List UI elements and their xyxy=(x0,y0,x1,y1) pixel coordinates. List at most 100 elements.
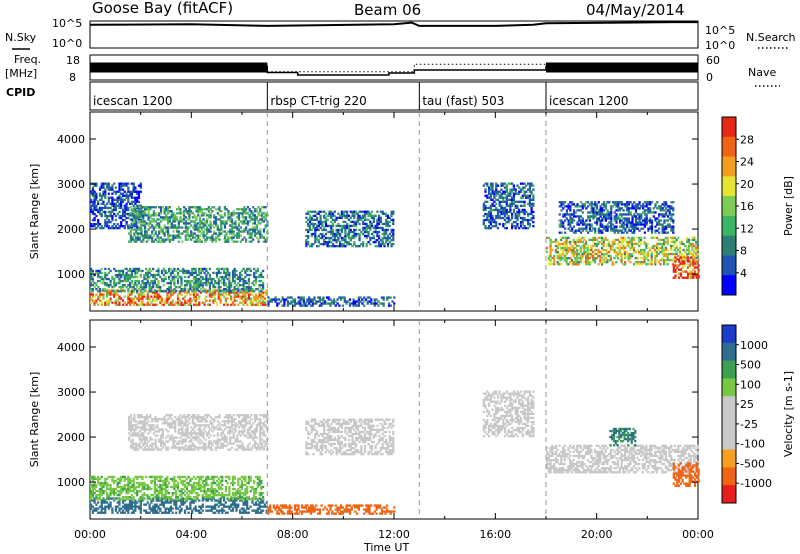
heatmap-cell xyxy=(198,240,202,243)
heatmap-cell xyxy=(219,295,222,298)
heatmap-cell xyxy=(184,238,187,241)
heatmap-cell xyxy=(387,296,391,299)
heatmap-cell xyxy=(388,236,391,240)
heatmap-cell xyxy=(97,303,100,306)
heatmap-cell xyxy=(136,234,140,237)
heatmap-cell xyxy=(620,225,623,228)
heatmap-cell xyxy=(223,220,226,223)
heatmap-cell xyxy=(207,210,210,213)
heatmap-cell xyxy=(241,212,244,215)
heatmap-cell xyxy=(98,208,102,212)
heatmap-cell xyxy=(316,228,319,232)
heatmap-cell xyxy=(638,238,641,241)
heatmap-cell xyxy=(131,236,134,239)
heatmap-cell xyxy=(622,223,625,226)
heatmap-cell xyxy=(209,224,212,227)
heatmap-cell xyxy=(283,302,286,305)
heatmap-cell xyxy=(498,210,501,214)
heatmap-cell xyxy=(317,300,320,303)
heatmap-cell xyxy=(158,222,161,225)
heatmap-cell xyxy=(569,246,572,250)
heatmap-cell xyxy=(93,301,96,304)
noise-series-line xyxy=(89,21,698,27)
heatmap-cell xyxy=(634,215,638,218)
heatmap-cell xyxy=(107,227,110,230)
heatmap-cell xyxy=(661,246,664,250)
heatmap-cell xyxy=(243,228,246,231)
heatmap-cell xyxy=(215,303,219,306)
heatmap-cell xyxy=(90,190,93,193)
heatmap-cell xyxy=(606,242,609,246)
heatmap-cell xyxy=(123,511,126,514)
heatmap-cell xyxy=(576,263,579,266)
heatmap-cell xyxy=(333,245,336,248)
heatmap-cell xyxy=(649,207,652,210)
heatmap-cell xyxy=(521,223,524,226)
heatmap-cell xyxy=(214,279,217,283)
heatmap-cell xyxy=(100,509,103,512)
heatmap-cell xyxy=(129,238,132,241)
heatmap-cell xyxy=(629,213,632,216)
heatmap-cell xyxy=(141,297,144,300)
heatmap-cell xyxy=(257,222,260,225)
heatmap-cell xyxy=(111,184,114,187)
heatmap-cell xyxy=(597,227,600,230)
heatmap-cell xyxy=(372,218,375,221)
heatmap-cell xyxy=(613,240,616,244)
heatmap-cell xyxy=(262,301,265,304)
heatmap-cell xyxy=(307,234,310,238)
heatmap-cell xyxy=(100,212,103,216)
heatmap-cell xyxy=(551,257,554,260)
heatmap-cell xyxy=(659,209,662,212)
heatmap-cell xyxy=(571,229,574,232)
heatmap-cell xyxy=(578,205,581,208)
heatmap-cell xyxy=(90,301,93,304)
heatmap-cell xyxy=(184,284,187,287)
heatmap-cell xyxy=(599,231,602,234)
heatmap-cell xyxy=(523,225,526,228)
heatmap-cell xyxy=(386,220,390,223)
heatmap-cell xyxy=(353,224,356,228)
heatmap-cell xyxy=(246,288,249,291)
heatmap-cell xyxy=(136,190,139,193)
heatmap-cell xyxy=(145,297,148,300)
heatmap-cell xyxy=(176,297,180,300)
heatmap-cell xyxy=(91,202,94,205)
heatmap-cell xyxy=(687,246,691,250)
heatmap-cell xyxy=(595,238,598,241)
noise-panel: N.Sky 10^5 10^0 10^5 10^0 N.Search xyxy=(5,17,796,52)
heatmap-cell xyxy=(386,214,390,217)
heatmap-cell xyxy=(121,212,125,216)
heatmap-cell xyxy=(159,297,162,300)
heatmap-cell xyxy=(168,297,171,300)
heatmap-cell xyxy=(369,228,372,232)
heatmap-cell xyxy=(174,216,177,219)
heatmap-cell xyxy=(652,207,655,210)
heatmap-cell xyxy=(661,215,664,218)
heatmap-cell xyxy=(585,240,588,244)
heatmap-cell xyxy=(235,273,238,277)
heatmap-cell xyxy=(139,291,142,294)
heatmap-cell xyxy=(114,190,117,193)
heatmap-cell xyxy=(134,190,137,193)
heatmap-cell xyxy=(232,210,235,213)
heatmap-cell xyxy=(123,277,126,281)
heatmap-cell xyxy=(338,296,341,299)
heatmap-cell xyxy=(564,231,567,234)
heatmap-cell xyxy=(186,238,189,241)
heatmap-cell xyxy=(107,206,110,210)
heatmap-cell xyxy=(125,223,128,226)
heatmap-cell xyxy=(666,248,669,252)
heatmap-cell xyxy=(100,208,103,212)
heatmap-cell xyxy=(187,271,190,275)
heatmap-cell xyxy=(488,190,491,193)
heatmap-cell xyxy=(622,225,625,228)
heatmap-cell xyxy=(558,223,561,226)
heatmap-cell xyxy=(527,196,530,199)
heatmap-cell xyxy=(129,227,132,230)
heatmap-cell xyxy=(214,282,217,285)
heatmap-cell xyxy=(666,242,669,246)
heatmap-cell xyxy=(241,222,244,225)
heatmap-cell xyxy=(107,293,110,296)
heatmap-cell xyxy=(353,210,356,213)
